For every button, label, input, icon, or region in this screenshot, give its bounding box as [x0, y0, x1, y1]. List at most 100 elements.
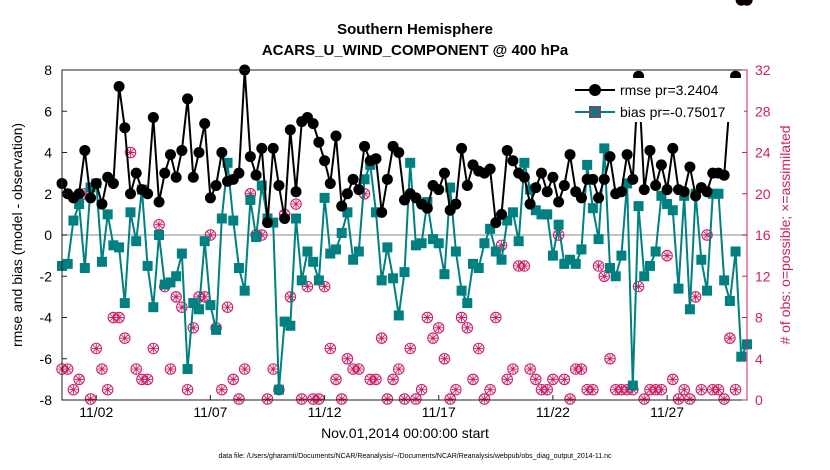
obs-point [587, 383, 599, 396]
rmse-point [701, 186, 713, 198]
obs-point [124, 146, 137, 159]
bias-point [296, 275, 307, 286]
obs-point [438, 352, 451, 365]
rmse-point [587, 173, 599, 185]
bias-point [222, 157, 233, 168]
y-left-tick-label: -6 [40, 351, 53, 367]
obs-possible-marker [84, 393, 97, 405]
rmse-point [433, 184, 445, 196]
rmse-point [604, 151, 616, 163]
bias-point [439, 269, 450, 280]
bias-point [542, 209, 553, 220]
rmse-point [256, 142, 268, 154]
y-right-tick-label: 4 [755, 351, 763, 367]
bias-point [114, 242, 125, 253]
obs-assimilated-marker [63, 364, 73, 374]
obs-point [170, 291, 182, 303]
bias-point [148, 302, 159, 313]
obs-point [61, 363, 74, 375]
obs-possible-marker [67, 383, 80, 396]
bias-point [79, 263, 90, 273]
bias-point [108, 240, 119, 251]
rmse-point [182, 93, 194, 105]
y-right-tick-label: 24 [755, 145, 771, 161]
obs-possible-marker [461, 322, 474, 334]
obs-possible-marker [592, 260, 605, 272]
rmse-point [290, 186, 302, 198]
chart-title-line1: Southern Hemisphere [337, 21, 493, 38]
y-axis-right-label: # of obs: o=possible; ×=assimilated [777, 125, 793, 344]
y-left-tick-label: -4 [40, 310, 53, 326]
obs-point [667, 373, 679, 386]
obs-point [153, 218, 165, 231]
obs-assimilated-marker [188, 323, 198, 333]
obs-point [455, 311, 468, 324]
obs-possible-marker [495, 239, 508, 252]
obs-point [141, 373, 154, 386]
obs-assimilated-marker [143, 374, 153, 384]
bias-point [85, 182, 96, 193]
obs-assimilated-marker [679, 385, 689, 395]
bias-point [142, 260, 153, 271]
bias-point [428, 234, 439, 245]
bias-point [268, 217, 279, 228]
obs-point [495, 239, 508, 252]
obs-possible-marker [227, 373, 240, 386]
bias-point [513, 236, 524, 247]
bias-point [182, 364, 193, 375]
obs-assimilated-marker [457, 313, 466, 322]
bias-point [502, 215, 513, 226]
obs-point [101, 383, 114, 396]
bias-point [176, 248, 187, 259]
bias-point [507, 207, 518, 218]
obs-point [233, 393, 245, 405]
bias-point [422, 197, 433, 207]
x-tick-label: 11/07 [193, 404, 227, 420]
obs-possible-marker [472, 342, 485, 355]
bias-point [736, 351, 747, 362]
obs-possible-marker [353, 363, 365, 375]
obs-assimilated-marker [577, 364, 586, 374]
bias-point [633, 201, 644, 212]
obs-possible-marker [96, 363, 108, 375]
y-left-tick-label: 8 [44, 62, 52, 78]
obs-assimilated-marker [508, 364, 518, 374]
bias-point [376, 275, 387, 286]
obs-possible-marker [370, 373, 382, 386]
bias-point [285, 320, 296, 331]
obs-point [398, 393, 411, 405]
x-tick-label: 11/22 [536, 404, 570, 420]
bias-point [211, 324, 222, 335]
bias-point [570, 258, 581, 269]
obs-assimilated-marker [462, 323, 472, 333]
obs-possible-marker [170, 291, 182, 303]
rmse-point [216, 147, 228, 158]
obs-assimilated-marker [86, 394, 95, 404]
rmse-point [119, 122, 131, 134]
obs-possible-marker [61, 363, 74, 375]
rmse-point [113, 81, 125, 92]
obs-point [267, 363, 279, 375]
bias-point [730, 246, 741, 257]
obs-possible-marker [221, 301, 234, 313]
obs-assimilated-marker [417, 385, 427, 395]
rmse-point [267, 142, 279, 154]
obs-assimilated-marker [656, 385, 666, 395]
x-tick-label: 11/12 [308, 404, 342, 420]
obs-possible-marker [501, 373, 513, 386]
obs-point [450, 383, 462, 396]
bias-point [702, 285, 713, 296]
obs-point [478, 393, 491, 405]
rmse-point [530, 182, 542, 194]
obs-assimilated-marker [382, 394, 392, 404]
obs-possible-marker [575, 363, 588, 375]
obs-possible-marker [284, 291, 297, 303]
obs-point [421, 311, 434, 324]
obs-point [655, 383, 668, 396]
obs-possible-marker [101, 383, 114, 396]
bias-point [188, 298, 199, 309]
obs-possible-marker [204, 229, 217, 241]
rmse-point [125, 188, 136, 200]
obs-possible-marker [415, 383, 428, 396]
rmse-point [79, 144, 91, 156]
